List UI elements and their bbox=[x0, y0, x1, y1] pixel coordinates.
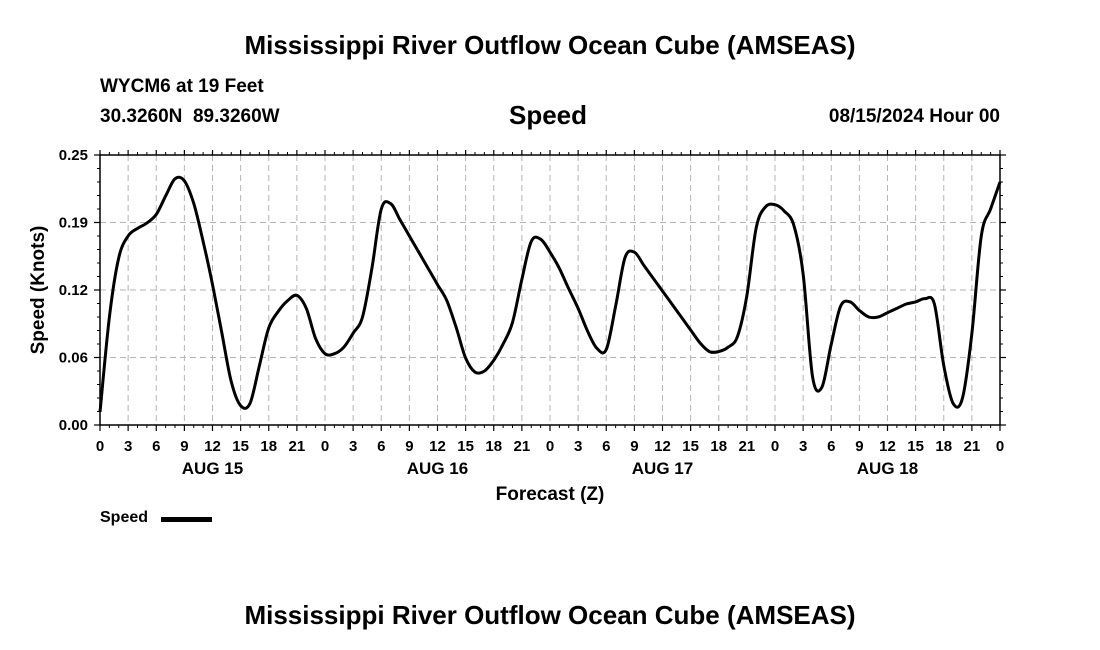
x-tick-label: 0 bbox=[996, 438, 1004, 455]
y-tick-label: 0.19 bbox=[59, 215, 88, 232]
x-tick-label: 3 bbox=[574, 438, 582, 455]
date-label: AUG 16 bbox=[407, 459, 468, 478]
x-tick-label: 9 bbox=[180, 438, 188, 455]
x-tick-label: 6 bbox=[377, 438, 385, 455]
x-tick-label: 12 bbox=[429, 438, 446, 455]
legend-label: Speed bbox=[100, 509, 149, 526]
x-tick-label: 18 bbox=[710, 438, 727, 455]
y-tick-label: 0.00 bbox=[59, 417, 88, 434]
page-title-bottom: Mississippi River Outflow Ocean Cube (AM… bbox=[244, 600, 856, 630]
x-tick-label: 18 bbox=[485, 438, 502, 455]
x-tick-label: 0 bbox=[96, 438, 104, 455]
x-tick-label: 21 bbox=[964, 438, 981, 455]
coordinates-label: 30.3260N 89.3260W bbox=[100, 106, 280, 127]
x-tick-label: 15 bbox=[457, 438, 474, 455]
date-label: AUG 15 bbox=[182, 459, 243, 478]
date-label: AUG 17 bbox=[632, 459, 693, 478]
x-tick-label: 6 bbox=[602, 438, 610, 455]
y-tick-label: 0.25 bbox=[59, 147, 88, 164]
page-title-top: Mississippi River Outflow Ocean Cube (AM… bbox=[244, 30, 856, 60]
x-tick-label: 6 bbox=[827, 438, 835, 455]
forecast-datetime: 08/15/2024 Hour 00 bbox=[828, 106, 1000, 127]
x-tick-label: 0 bbox=[321, 438, 329, 455]
x-tick-label: 6 bbox=[152, 438, 160, 455]
x-tick-label: 12 bbox=[654, 438, 671, 455]
x-tick-label: 21 bbox=[289, 438, 306, 455]
x-tick-label: 15 bbox=[682, 438, 699, 455]
x-tick-label: 0 bbox=[546, 438, 554, 455]
x-tick-label: 18 bbox=[260, 438, 277, 455]
label-layer: 0 3 6 9 12 15 18 21 0 3 6 9 12 15 18 21 0 3 6 9 12 15 18 21 0 3 6 9… bbox=[59, 147, 1004, 478]
x-tick-label: 21 bbox=[514, 438, 531, 455]
station-label: WYCM6 at 19 Feet bbox=[100, 76, 264, 97]
y-tick-label: 0.12 bbox=[59, 282, 88, 299]
x-tick-label: 3 bbox=[349, 438, 357, 455]
legend: Speed bbox=[100, 509, 148, 527]
x-tick-label: 9 bbox=[405, 438, 413, 455]
legend-swatch bbox=[161, 517, 212, 522]
x-tick-label: 12 bbox=[879, 438, 896, 455]
x-tick-label: 21 bbox=[739, 438, 756, 455]
x-tick-label: 12 bbox=[204, 438, 221, 455]
chart-title: Speed bbox=[509, 100, 588, 130]
x-tick-label: 9 bbox=[630, 438, 638, 455]
grid-layer bbox=[100, 155, 1000, 425]
x-tick-label: 9 bbox=[855, 438, 863, 455]
x-tick-label: 15 bbox=[907, 438, 924, 455]
x-axis-label: Forecast (Z) bbox=[496, 484, 605, 505]
x-tick-label: 0 bbox=[771, 438, 779, 455]
speed-series-line bbox=[98, 175, 1002, 413]
x-tick-label: 3 bbox=[799, 438, 807, 455]
x-tick-label: 15 bbox=[232, 438, 249, 455]
y-tick-label: 0.06 bbox=[59, 350, 88, 367]
x-tick-label: 3 bbox=[124, 438, 132, 455]
date-label: AUG 18 bbox=[857, 459, 918, 478]
tick-layer bbox=[94, 150, 1006, 431]
y-axis-label: Speed (Knots) bbox=[28, 226, 49, 355]
x-tick-label: 18 bbox=[935, 438, 952, 455]
